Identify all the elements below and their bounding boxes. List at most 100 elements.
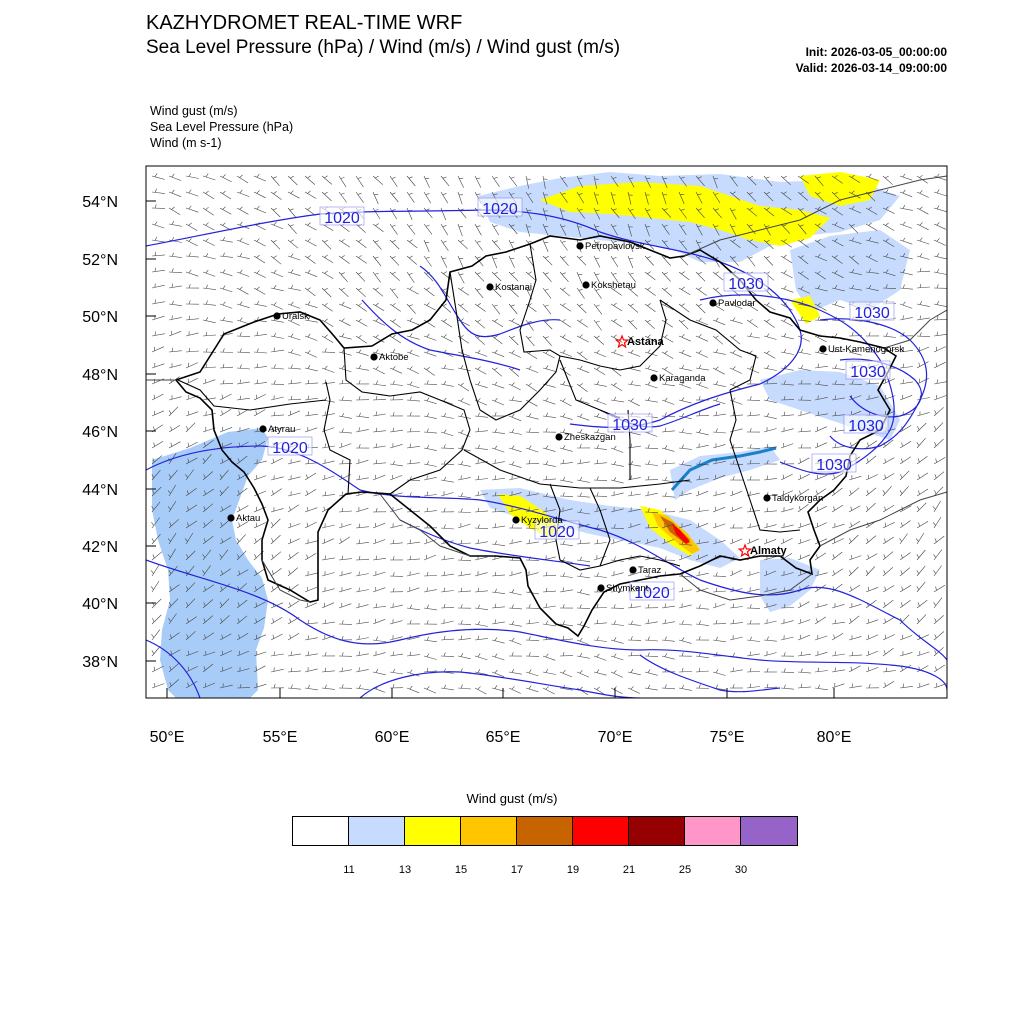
wind-barb — [202, 519, 214, 529]
wind-barb — [831, 175, 843, 184]
wind-barb — [831, 669, 845, 673]
wind-barb-flag — [168, 602, 172, 606]
wind-barb-flag — [375, 459, 378, 464]
wind-barb-flag — [800, 255, 804, 259]
wind-barb — [287, 239, 299, 249]
wind-barb — [542, 319, 553, 330]
wind-barb — [831, 319, 845, 322]
wind-barb — [338, 303, 352, 310]
wind-barb-flag — [867, 474, 869, 479]
wind-barb-flag — [698, 460, 701, 465]
wind-barb-flag — [527, 336, 532, 339]
wind-barb-flag — [613, 349, 617, 354]
wind-barb-flag — [681, 303, 685, 307]
wind-barb — [729, 191, 741, 201]
wind-barb — [797, 335, 810, 342]
wind-barb-flag — [579, 444, 582, 449]
wind-barb-flag — [273, 191, 277, 195]
wind-barb — [780, 687, 794, 690]
wind-barb — [729, 175, 739, 187]
wind-barb — [253, 441, 266, 449]
wind-barb-flag — [341, 255, 345, 258]
isobar-label: 1020 — [539, 524, 575, 541]
wind-barb — [406, 223, 416, 235]
wind-barb-flag — [749, 636, 752, 641]
wind-barb-flag — [749, 683, 752, 688]
wind-barb — [831, 287, 845, 292]
wind-barb — [916, 599, 928, 609]
wind-barb — [491, 574, 506, 577]
wind-barb — [797, 367, 811, 371]
wind-barb — [389, 463, 403, 467]
wind-barb — [304, 586, 318, 593]
wind-barb — [372, 462, 386, 465]
wind-barb-flag — [392, 349, 396, 353]
wind-barb — [644, 463, 658, 466]
wind-barb-flag — [307, 411, 309, 416]
wind-barb — [185, 411, 199, 417]
wind-barb — [678, 239, 688, 251]
wind-barb — [508, 671, 522, 675]
wind-barb — [746, 319, 758, 328]
wind-barb — [797, 523, 811, 529]
wind-barb — [865, 634, 879, 641]
wind-barb-flag — [731, 176, 736, 179]
wind-barb-flag — [493, 177, 498, 179]
wind-barb — [440, 287, 450, 298]
wind-barb-flag — [800, 683, 803, 688]
wind-barb-flag — [460, 556, 463, 561]
wind-barb — [423, 223, 433, 235]
wind-barb-flag — [187, 618, 189, 623]
wind-barb — [151, 175, 165, 180]
wind-barb-flag — [884, 474, 886, 479]
wind-barb — [831, 583, 843, 593]
russia-north-border — [683, 175, 947, 257]
wind-barb — [661, 287, 673, 297]
wind-barb — [814, 303, 827, 311]
wind-barb-flag — [425, 208, 430, 211]
wind-barb-flag — [219, 602, 223, 606]
wind-barb — [763, 399, 777, 403]
wind-barb-flag — [817, 667, 820, 672]
wind-barb — [729, 223, 737, 236]
wind-barb-flag — [477, 398, 481, 402]
wind-barb — [236, 207, 249, 215]
wind-barb-flag — [749, 459, 752, 464]
wind-barb-flag — [239, 189, 243, 194]
wind-barb — [287, 255, 301, 261]
wind-barb-flag — [884, 506, 886, 511]
wind-barb-flag — [443, 684, 447, 689]
wind-barb-flag — [765, 256, 770, 259]
wind-barb — [899, 395, 913, 401]
wind-barb-flag — [579, 604, 582, 609]
wind-barb — [542, 623, 556, 627]
wind-barb — [678, 543, 692, 546]
wind-barb — [219, 271, 233, 277]
wind-barb — [474, 303, 486, 312]
wind-barb-flag — [916, 570, 920, 574]
wind-barb-flag — [392, 684, 395, 688]
wind-barb — [678, 589, 692, 593]
wind-barb-flag — [290, 269, 294, 274]
wind-barb-flag — [868, 222, 872, 226]
wind-barb-flag — [917, 426, 920, 431]
wind-barb — [780, 255, 793, 264]
wind-barb — [559, 431, 573, 435]
wind-barb-flag — [409, 427, 412, 432]
init-time: Init: 2026-03-05_00:00:00 — [805, 45, 947, 59]
wind-barb — [593, 415, 607, 420]
wind-barb — [474, 319, 486, 329]
wind-barb-flag — [392, 380, 395, 385]
wind-barb-flag — [239, 684, 242, 688]
wind-barb — [491, 511, 506, 513]
wind-barb — [831, 350, 846, 353]
wind-barb-flag — [392, 319, 396, 322]
wind-barb-flag — [562, 540, 565, 545]
wind-barb-flag — [901, 554, 903, 559]
wind-barb — [916, 455, 928, 465]
wind-barb-flag — [817, 223, 821, 227]
wind-barb — [389, 303, 401, 312]
wind-barb — [729, 207, 737, 220]
wind-barb-flag — [647, 319, 651, 323]
wind-barb-flag — [715, 271, 719, 275]
